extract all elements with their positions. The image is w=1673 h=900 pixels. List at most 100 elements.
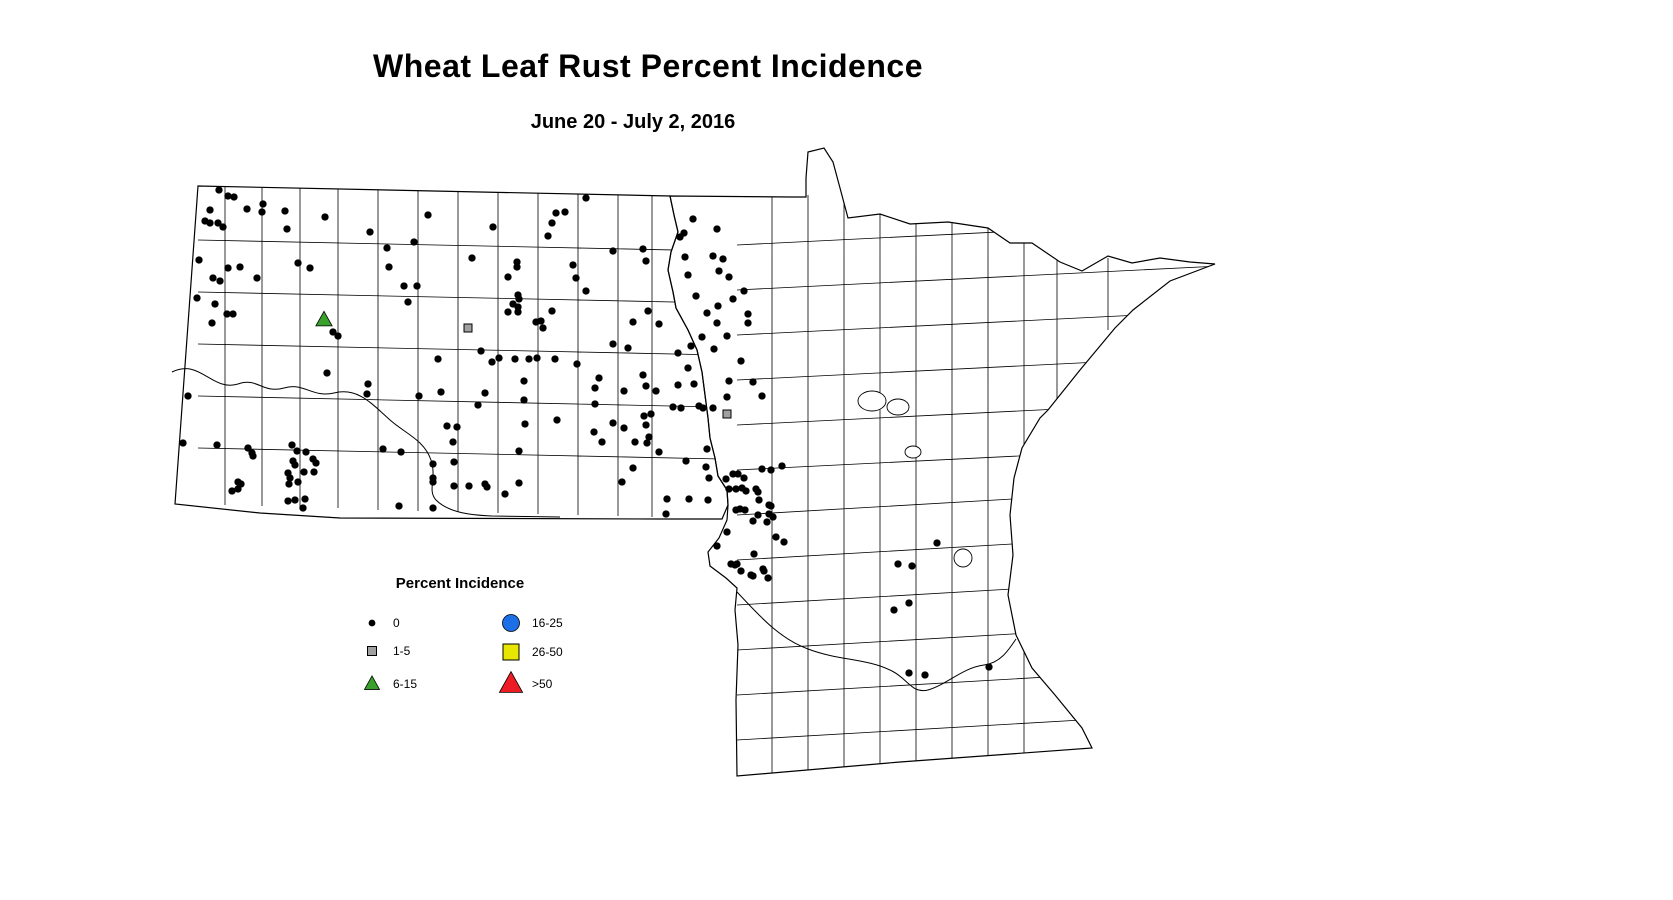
point-0: [642, 382, 650, 390]
point-0: [749, 572, 757, 580]
point-0: [643, 439, 651, 447]
point-0: [209, 274, 217, 282]
point-0: [590, 428, 598, 436]
point-0: [214, 219, 222, 227]
point-0: [609, 340, 617, 348]
point-0: [552, 209, 560, 217]
point-0: [631, 438, 639, 446]
point-0: [551, 355, 559, 363]
point-0: [404, 298, 412, 306]
point-0: [215, 186, 223, 194]
point-0: [515, 447, 523, 455]
point-0: [515, 479, 523, 487]
point-0: [740, 474, 748, 482]
point-0: [744, 310, 752, 318]
point-0: [219, 223, 227, 231]
legend-item-1-5: 1-5: [359, 638, 410, 664]
legend-item-6-15: 6-15: [359, 671, 417, 697]
point-0: [385, 263, 393, 271]
point-0: [513, 263, 521, 271]
point-0: [481, 389, 489, 397]
point-0: [395, 502, 403, 510]
point-0: [504, 273, 512, 281]
point-0: [364, 380, 372, 388]
point-0: [663, 495, 671, 503]
point-0: [424, 211, 432, 219]
point-0: [525, 355, 533, 363]
legend-marker-blue-circle: [502, 614, 520, 632]
point-0: [767, 466, 775, 474]
point-0: [323, 369, 331, 377]
point-0: [301, 495, 309, 503]
point-0: [689, 215, 697, 223]
point-0: [741, 506, 749, 514]
point-0: [725, 377, 733, 385]
point-0: [763, 518, 771, 526]
point-0: [521, 420, 529, 428]
point-0: [674, 349, 682, 357]
point-0: [725, 485, 733, 493]
point-0: [489, 223, 497, 231]
point-0: [223, 310, 231, 318]
point-0: [236, 263, 244, 271]
point-0: [769, 513, 777, 521]
point-0: [704, 496, 712, 504]
point-0: [291, 461, 299, 469]
point-0: [644, 307, 652, 315]
point-0: [294, 478, 302, 486]
point-0: [709, 404, 717, 412]
point-0: [477, 347, 485, 355]
point-0: [682, 457, 690, 465]
point-0: [669, 403, 677, 411]
point-0: [618, 478, 626, 486]
point-0: [713, 542, 721, 550]
point-0: [533, 354, 541, 362]
point-0: [655, 320, 663, 328]
point-0: [310, 468, 318, 476]
legend-item-16-25: 16-25: [498, 610, 563, 636]
point-0: [216, 277, 224, 285]
point-0: [624, 344, 632, 352]
point-0: [715, 267, 723, 275]
legend-marker-shape-6-15: [363, 675, 381, 690]
point-0: [539, 324, 547, 332]
point-0: [410, 238, 418, 246]
legend-marker-yellow-square: [502, 643, 520, 661]
point-0: [764, 574, 772, 582]
point-0: [758, 392, 766, 400]
legend-title: Percent Incidence: [395, 575, 525, 592]
point-0: [449, 438, 457, 446]
point-0: [291, 496, 299, 504]
point-0: [572, 274, 580, 282]
point-0: [537, 317, 545, 325]
point-6-15: [315, 310, 333, 327]
point-0: [193, 294, 201, 302]
point-0: [719, 255, 727, 263]
point-0: [569, 261, 577, 269]
point-0: [259, 200, 267, 208]
point-0: [488, 358, 496, 366]
point-0: [321, 213, 329, 221]
point-0: [629, 464, 637, 472]
point-0: [561, 208, 569, 216]
north-dakota-outline: [174, 185, 729, 520]
point-0: [684, 271, 692, 279]
point-0: [465, 482, 473, 490]
point-0: [755, 496, 763, 504]
point-0: [710, 345, 718, 353]
point-0: [293, 447, 301, 455]
missouri-river: [171, 368, 561, 518]
point-0: [495, 354, 503, 362]
legend-label: 16-25: [532, 616, 563, 630]
point-0: [674, 381, 682, 389]
point-0: [684, 364, 692, 372]
nd-county-lines: [197, 187, 723, 517]
point-0: [429, 478, 437, 486]
legend-label: 26-50: [532, 645, 563, 659]
point-0: [450, 482, 458, 490]
point-0: [468, 254, 476, 262]
point-0: [742, 487, 750, 495]
point-0: [905, 599, 913, 607]
point-0: [366, 228, 374, 236]
point-0: [692, 292, 700, 300]
